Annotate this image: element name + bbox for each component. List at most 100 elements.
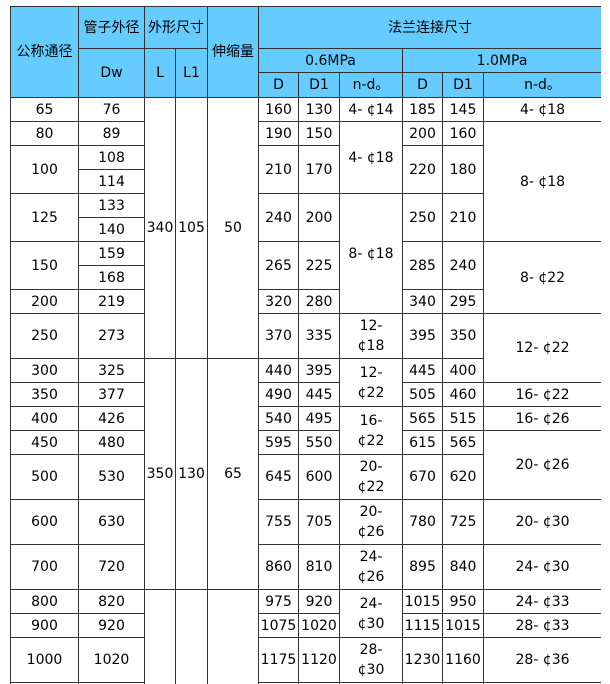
table-cell: 490	[258, 382, 299, 407]
table-cell: 105	[175, 97, 208, 359]
table-cell: 350	[10, 382, 79, 407]
table-cell: 100	[10, 145, 79, 194]
table-cell: 645	[258, 454, 299, 500]
table-cell: 20- ¢30	[482, 499, 601, 545]
table-cell: 615	[402, 430, 443, 455]
table-cell: 395	[298, 358, 340, 383]
table-cell: 240	[442, 241, 484, 290]
table-row: 400 426 540 495 16- ¢22 565 515 16- ¢26	[10, 406, 601, 455]
table-cell: 1160	[442, 637, 484, 683]
table-cell: 65	[207, 358, 259, 590]
header-d-1-0: D	[402, 72, 443, 98]
table-cell: 28- ¢33	[482, 613, 601, 638]
table-cell: 800	[10, 589, 79, 614]
table-cell: 1075	[258, 613, 299, 638]
table-cell: 4- ¢18	[482, 97, 601, 122]
table-cell: 8- ¢18	[482, 121, 601, 242]
table-row: 500 530 645 600 20- ¢22 670 620	[10, 454, 602, 500]
table-container: 公称通径 管子外径 外形尺寸 伸缩量 法兰连接尺寸 Dw L L1 0.6MPa…	[10, 6, 601, 684]
table-cell: 595	[258, 430, 299, 455]
table-cell: 1020	[298, 613, 340, 638]
table-cell: 240	[258, 193, 299, 242]
table-cell: 108	[78, 145, 145, 170]
header-l1: L1	[175, 48, 208, 98]
table-cell: 130	[298, 97, 340, 122]
table-cell: 1230	[402, 637, 443, 683]
table-cell: 300	[10, 358, 79, 383]
table-row	[10, 682, 601, 684]
table-cell: 28- ¢30	[339, 637, 403, 683]
table-row: 100 108 210 170 220 180	[10, 145, 602, 194]
table-cell: 895	[402, 544, 443, 590]
header-pressure-0-6: 0.6MPa	[258, 48, 403, 73]
table-cell: 210	[258, 145, 299, 194]
table-cell: 780	[402, 499, 443, 545]
table-cell: 65	[10, 97, 79, 122]
table-cell: 370	[258, 313, 299, 359]
table-cell	[482, 682, 601, 684]
table-cell: 24- ¢30	[339, 589, 403, 638]
table-cell: 565	[402, 406, 443, 431]
table-cell: 705	[298, 499, 340, 545]
table-body: 65 76 340 105 50 160 130 4- ¢14 185 145 4- ¢18 80 89…	[10, 97, 602, 684]
table-cell: 295	[442, 289, 484, 314]
table-cell: 28- ¢36	[482, 637, 601, 683]
table-cell: 600	[298, 454, 340, 500]
table-cell: 170	[298, 145, 340, 194]
table-cell	[78, 682, 145, 684]
table-cell: 180	[442, 145, 484, 194]
header-pipe-od: 管子外径	[78, 6, 145, 49]
header-nd-1-0: n-d。	[482, 72, 601, 98]
table-row: 65 76 340 105 50 160 130 4- ¢14 185 145 4- ¢18	[10, 97, 601, 359]
header-d-0-6: D	[258, 72, 299, 98]
table-cell: 190	[258, 121, 299, 146]
table-row: 900 920 1075 1020 1115 1015 28- ¢33	[10, 613, 601, 638]
table-cell: 185	[402, 97, 443, 122]
table-cell: 285	[402, 241, 443, 290]
table-cell: 160	[442, 121, 484, 146]
header-l: L	[144, 48, 176, 98]
table-cell: 133	[78, 193, 145, 218]
table-row: 800 820 975 920 24- ¢30 1015 950 24- ¢33	[10, 589, 601, 684]
table-cell: 755	[258, 499, 299, 545]
table-cell: 24- ¢30	[482, 544, 601, 590]
table-cell: 720	[78, 544, 145, 590]
table-cell: 950	[442, 589, 484, 614]
table-row: 150 159 265 225 285 240 8- ¢22	[10, 241, 601, 314]
table-cell: 350	[144, 358, 176, 590]
table-cell: 860	[258, 544, 299, 590]
table-cell: 20- ¢26	[482, 430, 601, 500]
table-cell: 335	[298, 313, 340, 359]
table-cell: 16- ¢22	[482, 382, 601, 407]
table-cell: 725	[442, 499, 484, 545]
table-cell: 426	[78, 406, 145, 431]
table-cell: 505	[402, 382, 443, 407]
table-cell: 400	[442, 358, 484, 383]
table-cell: 350	[442, 313, 484, 359]
table-cell: 530	[78, 454, 145, 500]
table-row: 700 720 860 810 24- ¢26 895 840 24- ¢30	[10, 544, 601, 590]
table-cell: 975	[258, 589, 299, 614]
table-cell: 145	[442, 97, 484, 122]
table-cell: 265	[258, 241, 299, 290]
table-cell: 340	[144, 97, 176, 359]
table-cell: 500	[10, 454, 79, 500]
table-cell: 810	[298, 544, 340, 590]
table-cell: 12- ¢22	[482, 313, 601, 383]
table-row: 168	[11, 265, 602, 290]
table-cell: 150	[298, 121, 340, 146]
table-cell: 920	[78, 613, 145, 638]
table-row: 300 325 350 130 65 440 395 12- ¢22 445 400	[10, 358, 602, 590]
table-row: 450 480 595 550 615 565 20- ¢26	[10, 430, 601, 500]
table-cell: 12- ¢22	[339, 358, 403, 407]
table-row: 1000 1020 1175 1120 28- ¢30 1230 1160 28- ¢36	[10, 637, 601, 683]
table-cell: 160	[258, 97, 299, 122]
table-cell: 1175	[258, 637, 299, 683]
table-cell: 820	[78, 589, 145, 614]
header-flange-size: 法兰连接尺寸	[257, 6, 601, 49]
table-cell: 565	[442, 430, 484, 455]
table-cell: 920	[298, 589, 340, 614]
header-dw: Dw	[78, 48, 145, 98]
header-d1-0-6: D1	[298, 72, 340, 98]
table-cell: 200	[402, 121, 443, 146]
